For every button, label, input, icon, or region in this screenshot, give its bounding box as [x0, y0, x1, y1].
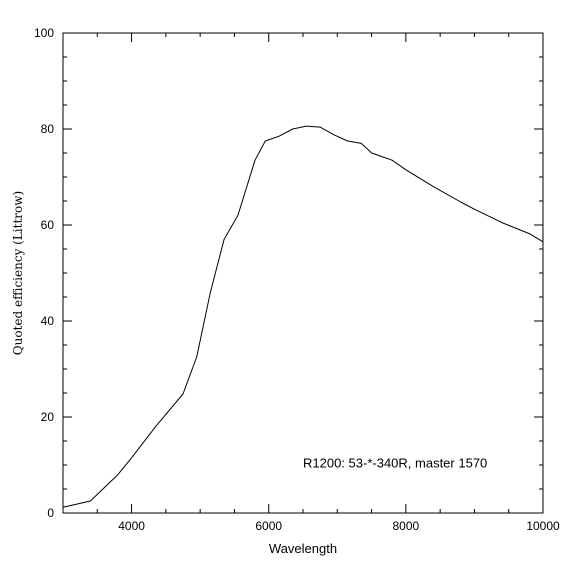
y-tick-label: 40 — [41, 314, 55, 328]
x-tick-label: 4000 — [118, 519, 145, 533]
y-tick-label: 20 — [41, 410, 55, 424]
annotation-layer: R1200: 53-*-340R, master 1570 — [303, 455, 487, 470]
y-tick-label: 0 — [47, 506, 54, 520]
x-tick-label: 6000 — [255, 519, 282, 533]
plot-frame — [62, 32, 544, 514]
y-tick-label: 60 — [41, 218, 55, 232]
y-tick-label: 80 — [41, 122, 55, 136]
series-layer — [62, 125, 544, 508]
y-axis-label: Quoted efficiency (Littrow) — [11, 191, 25, 355]
y-tick-label: 100 — [34, 26, 54, 40]
x-tick-label: 10000 — [526, 519, 560, 533]
efficiency-series-line — [62, 125, 544, 508]
tick-labels: 4000 6000 8000 10000 0 20 40 60 80 100 — [34, 26, 560, 533]
x-axis-label: Wavelength — [269, 541, 337, 556]
chart-annotation: R1200: 53-*-340R, master 1570 — [303, 455, 487, 470]
x-tick-label: 8000 — [393, 519, 420, 533]
axis-ticks — [62, 32, 544, 514]
